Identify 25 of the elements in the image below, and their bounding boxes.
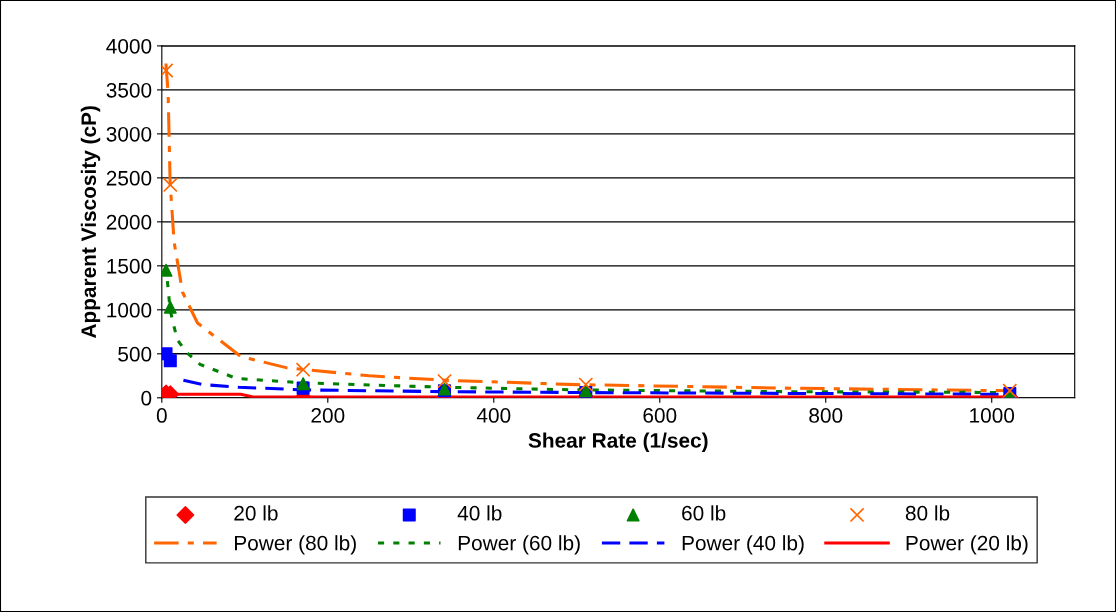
x-tick-label: 200: [311, 408, 345, 423]
y-tick-label: 2500: [106, 170, 152, 186]
x-tick-label: 800: [809, 408, 843, 423]
y-tick-label: 4000: [106, 38, 152, 54]
legend-label: 40 lb: [457, 505, 502, 521]
x-tick-label: 400: [476, 408, 511, 423]
x-tick-label: 0: [156, 408, 167, 423]
x-tick-label: 600: [643, 408, 677, 423]
y-tick-label: 500: [118, 346, 152, 362]
y-axis-title: Apparent Viscosity (cP): [80, 106, 101, 339]
y-tick-label: 3500: [106, 82, 152, 98]
x-axis-title: Shear Rate (1/sec): [528, 432, 708, 452]
legend-label: Power (40 lb): [682, 535, 804, 555]
x-tick-label: 1000: [970, 408, 1015, 423]
y-tick-label: 0: [141, 390, 152, 406]
legend-label: 80 lb: [905, 505, 950, 521]
legend-label: Power (20 lb): [906, 535, 1028, 555]
legend-label: 20 lb: [234, 505, 278, 521]
y-tick-label: 2000: [106, 214, 152, 230]
legend-label: 60 lb: [682, 505, 726, 521]
y-tick-label: 1000: [107, 302, 152, 318]
y-tick-label: 3000: [106, 126, 152, 142]
legend-label: Power (80 lb): [235, 535, 356, 555]
y-tick-label: 1500: [107, 258, 152, 274]
legend-label: Power (60 lb): [458, 535, 580, 555]
